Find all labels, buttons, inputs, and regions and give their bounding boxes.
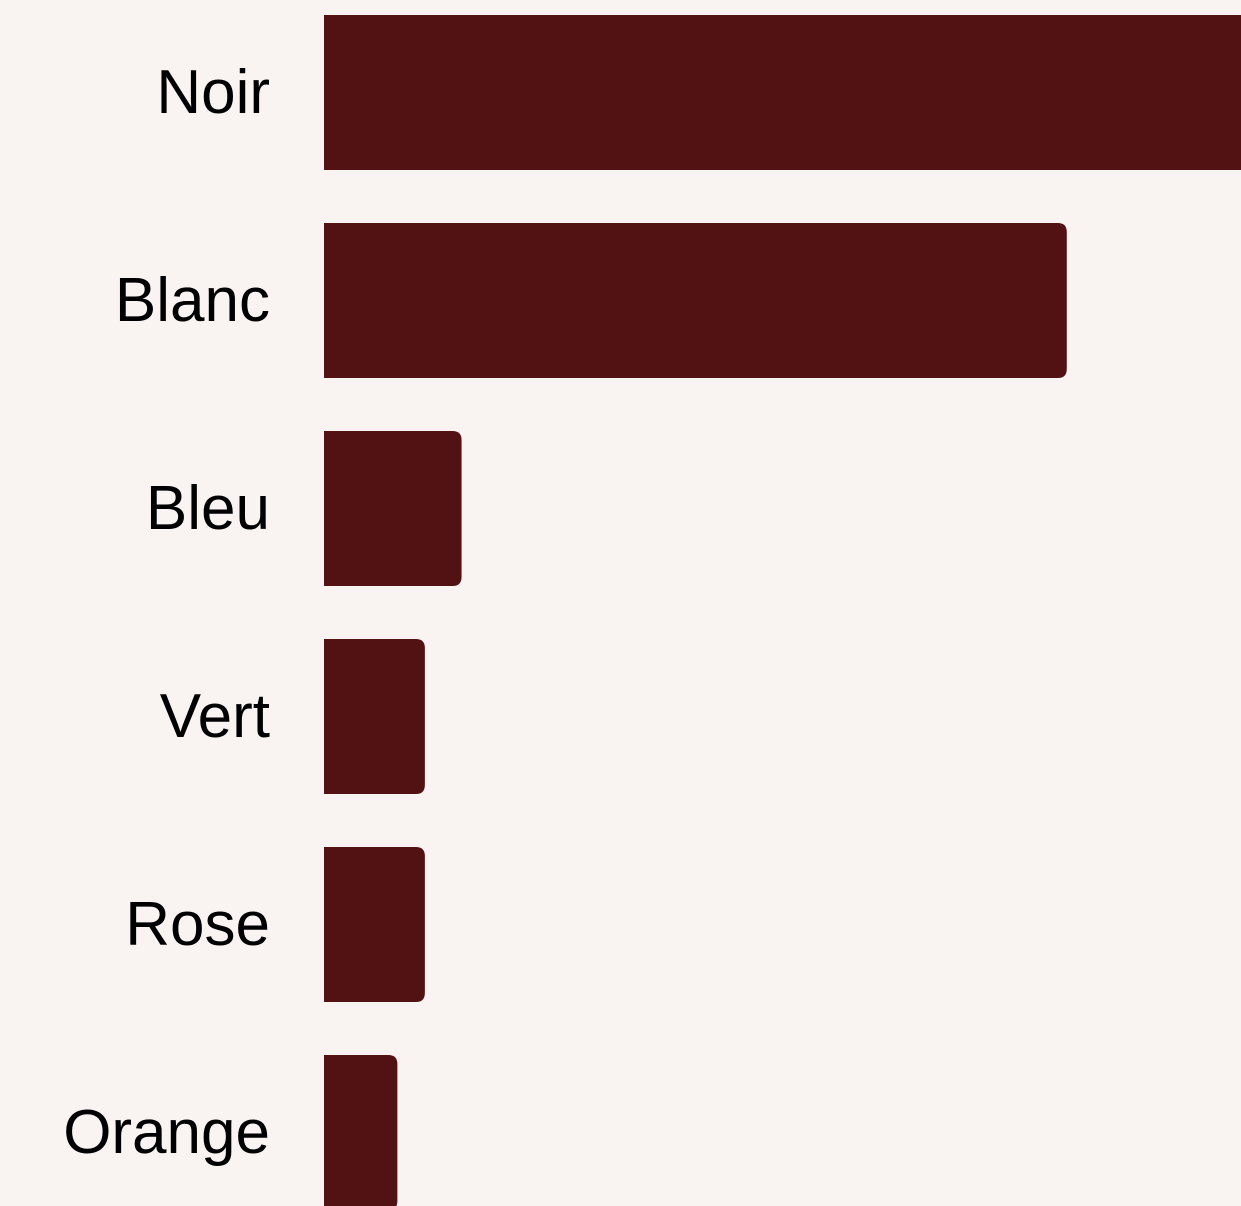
y-tick-label: Blanc bbox=[115, 266, 270, 335]
y-tick-label: Orange bbox=[63, 1098, 270, 1167]
bar bbox=[324, 223, 1067, 378]
bar bbox=[324, 847, 425, 1002]
y-tick-label: Noir bbox=[156, 58, 270, 127]
bar bbox=[324, 431, 462, 586]
bar bbox=[324, 639, 425, 794]
y-tick-label: Bleu bbox=[146, 474, 270, 543]
bar bbox=[324, 1055, 398, 1206]
bar bbox=[324, 15, 1241, 170]
y-tick-label: Vert bbox=[160, 682, 270, 751]
y-tick-label: Rose bbox=[125, 890, 270, 959]
